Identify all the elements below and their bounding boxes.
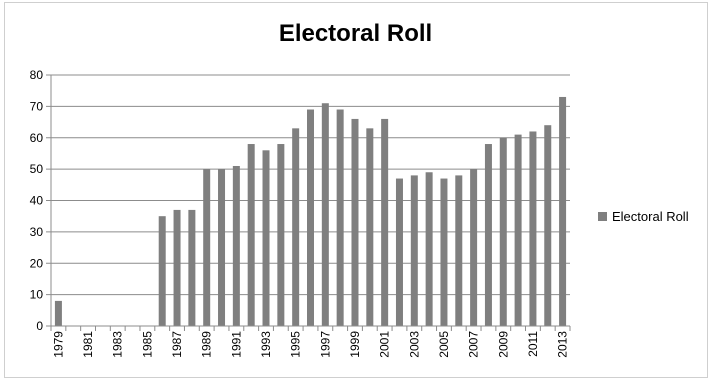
y-tick-label: 50 xyxy=(30,162,44,176)
x-tick-label: 2003 xyxy=(407,331,421,358)
bar xyxy=(484,144,492,326)
bars xyxy=(54,96,567,327)
x-tick-label: 1997 xyxy=(318,331,332,358)
bar xyxy=(54,300,62,326)
bar xyxy=(218,169,226,326)
bar xyxy=(262,150,270,326)
bar xyxy=(307,109,314,326)
bar xyxy=(158,216,166,326)
chart-title: Electoral Roll xyxy=(278,20,433,47)
bar xyxy=(203,169,211,326)
bar xyxy=(247,144,255,326)
bar xyxy=(410,175,418,326)
bar xyxy=(514,134,522,326)
legend-label: Electoral Roll xyxy=(612,209,689,224)
y-tick-label: 20 xyxy=(30,256,44,270)
y-tick-label: 70 xyxy=(30,99,44,113)
bar xyxy=(188,209,196,326)
x-tick-label: 2009 xyxy=(496,331,510,358)
bar xyxy=(232,165,240,326)
bar xyxy=(277,144,285,326)
bar xyxy=(440,178,448,326)
x-tick-label: 2007 xyxy=(467,331,481,358)
x-tick-label: 1991 xyxy=(229,331,243,358)
x-tick-label: 1987 xyxy=(170,331,184,358)
bar xyxy=(351,118,359,326)
axes xyxy=(50,75,571,331)
x-tick-label: 2011 xyxy=(526,331,540,357)
x-tick-label: 1979 xyxy=(51,331,65,358)
x-tick-label: 1995 xyxy=(289,331,303,358)
x-tick-label: 2013 xyxy=(556,331,570,358)
bar xyxy=(336,109,344,326)
legend: Electoral Roll xyxy=(598,209,689,224)
bar xyxy=(455,175,463,326)
y-tick-label: 10 xyxy=(30,288,44,302)
bar xyxy=(321,103,329,326)
y-tick-label: 60 xyxy=(30,131,44,145)
bar xyxy=(425,172,433,326)
x-tick-labels: 1979 1981 1983 1985 1987 1989 1991 1993 1995 1997… xyxy=(51,331,569,358)
bar xyxy=(381,118,389,326)
x-tick-label: 1989 xyxy=(200,331,214,358)
y-tick-label: 40 xyxy=(30,194,44,208)
legend-swatch xyxy=(598,212,607,221)
bar xyxy=(173,209,181,326)
y-tick-label: 80 xyxy=(30,68,44,82)
bar xyxy=(395,178,403,326)
bar xyxy=(529,131,537,326)
y-tick-label: 0 xyxy=(36,319,43,333)
bar xyxy=(366,128,374,326)
bar xyxy=(559,96,567,327)
bar xyxy=(292,128,300,326)
x-tick-label: 1985 xyxy=(140,331,154,358)
x-tick-label: 1983 xyxy=(111,331,125,358)
x-tick-label: 2001 xyxy=(378,331,392,358)
y-tick-label: 30 xyxy=(30,225,44,239)
x-tick-label: 1999 xyxy=(348,331,362,358)
bar xyxy=(499,137,507,326)
x-tick-label: 1993 xyxy=(259,331,273,358)
x-tick-label: 1981 xyxy=(81,331,95,358)
x-tick-label: 2005 xyxy=(437,331,451,358)
bar xyxy=(544,125,552,326)
chart-frame xyxy=(4,2,708,378)
bar xyxy=(470,169,478,326)
y-tick-labels: 0 10 20 30 40 50 60 70 80 xyxy=(30,68,44,333)
